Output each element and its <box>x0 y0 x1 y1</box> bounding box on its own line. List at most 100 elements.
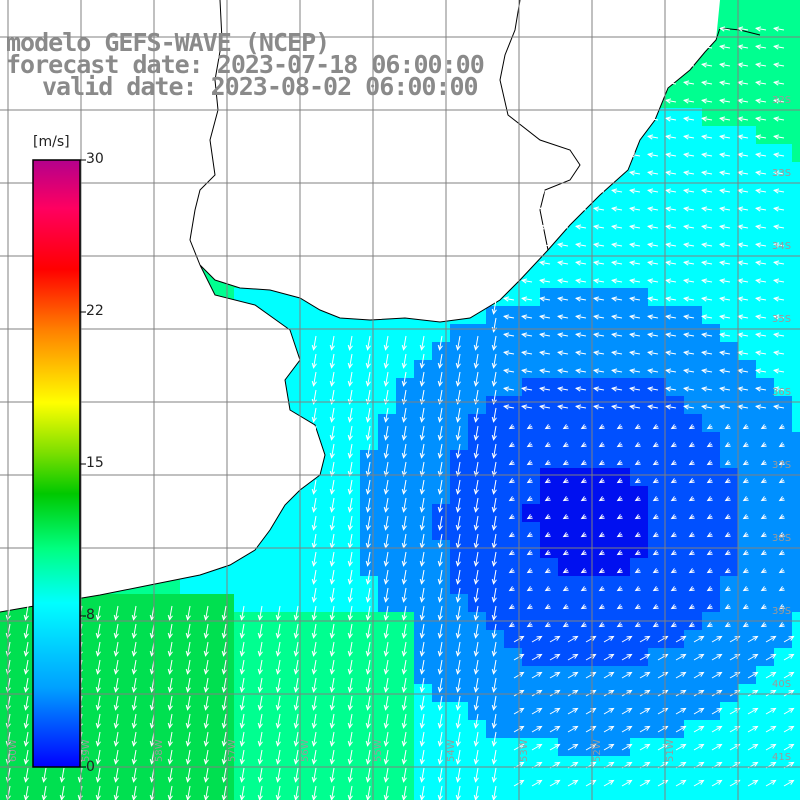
wind-arrow <box>603 707 615 715</box>
sea-cell <box>90 720 108 738</box>
sea-cell <box>540 630 558 648</box>
sea-cell <box>378 648 396 666</box>
sea-cell <box>756 0 774 18</box>
sea-cell <box>720 18 738 36</box>
sea-cell <box>378 468 396 486</box>
sea-cell <box>684 450 702 468</box>
wind-arrow <box>629 62 641 68</box>
sea-cell <box>324 576 342 594</box>
wind-arrow <box>329 515 335 531</box>
wind-arrow <box>773 134 785 140</box>
wind-arrow <box>562 496 569 502</box>
wind-arrow <box>562 568 569 574</box>
colorbar <box>32 159 81 768</box>
sea-cell <box>630 666 648 684</box>
wind-arrow <box>131 767 137 783</box>
sea-cell <box>162 720 180 738</box>
sea-cell <box>648 324 666 342</box>
sea-cell <box>486 396 504 414</box>
sea-cell <box>504 540 522 558</box>
sea-cell <box>738 594 756 612</box>
sea-cell <box>540 576 558 594</box>
sea-cell <box>720 396 738 414</box>
sea-cell <box>396 414 414 432</box>
sea-cell <box>144 648 162 666</box>
sea-cell <box>126 720 144 738</box>
wind-arrow <box>167 767 173 783</box>
sea-cell <box>378 756 396 774</box>
sea-cell <box>0 792 18 800</box>
wind-arrow <box>549 671 561 679</box>
wind-arrow <box>693 653 705 661</box>
wind-arrow <box>491 605 497 621</box>
sea-cell <box>774 324 792 342</box>
wind-arrow <box>131 677 137 693</box>
sea-cell <box>504 702 522 720</box>
sea-cell <box>684 756 702 774</box>
wind-arrow <box>639 743 651 751</box>
wind-arrow <box>113 695 119 711</box>
wind-arrow <box>742 496 749 502</box>
sea-cell <box>252 684 270 702</box>
sea-cell <box>720 432 738 450</box>
wind-arrow <box>639 707 651 715</box>
sea-cell <box>324 648 342 666</box>
sea-cell <box>378 594 396 612</box>
sea-cell <box>792 702 800 720</box>
sea-cell <box>594 648 612 666</box>
sea-cell <box>612 378 630 396</box>
longitude-label: 59W <box>81 739 92 762</box>
sea-cell <box>648 666 666 684</box>
wind-arrow <box>747 743 759 751</box>
wind-arrow <box>365 515 371 531</box>
wind-arrow <box>521 296 533 302</box>
wind-arrow <box>688 514 695 520</box>
wind-arrow <box>221 605 227 621</box>
sea-cell <box>486 756 504 774</box>
wind-arrow <box>257 659 263 675</box>
wind-arrow <box>755 404 767 410</box>
colorbar-tick-marks <box>80 159 86 768</box>
sea-cell <box>162 738 180 756</box>
sea-cell <box>180 630 198 648</box>
sea-cell <box>540 504 558 522</box>
sea-cell <box>666 756 684 774</box>
wind-arrow <box>629 80 641 86</box>
wind-arrow <box>598 586 605 592</box>
sea-cell <box>306 396 324 414</box>
wind-arrow <box>383 677 389 693</box>
wind-arrow <box>239 749 245 765</box>
sea-cell <box>630 360 648 378</box>
sea-cell <box>144 792 162 800</box>
sea-cell <box>414 702 432 720</box>
sea-cell <box>234 792 252 800</box>
sea-cell <box>486 450 504 468</box>
wind-arrow <box>347 371 353 387</box>
sea-cell <box>396 576 414 594</box>
sea-cell <box>720 0 738 18</box>
sea-cell <box>684 540 702 558</box>
wind-arrow <box>311 569 317 585</box>
sea-cell <box>774 738 792 756</box>
sea-cell <box>0 684 18 702</box>
sea-cell <box>450 666 468 684</box>
wind-arrow <box>652 514 659 520</box>
sea-cell <box>666 360 684 378</box>
wind-arrow <box>575 314 587 320</box>
wind-arrow <box>742 604 749 610</box>
longitude-label: 58W <box>154 739 165 762</box>
wind-arrow <box>755 296 767 302</box>
wind-arrow <box>647 260 659 266</box>
sea-cell <box>342 504 360 522</box>
wind-arrow <box>113 623 119 639</box>
wind-arrow <box>688 604 695 610</box>
wind-arrow <box>575 242 587 248</box>
sea-cell <box>576 468 594 486</box>
sea-cell <box>288 522 306 540</box>
wind-arrow <box>531 725 543 733</box>
sea-cell <box>630 738 648 756</box>
sea-cell <box>720 90 738 108</box>
wind-arrow <box>329 695 335 711</box>
wind-arrow <box>23 641 29 657</box>
sea-cell <box>468 504 486 522</box>
